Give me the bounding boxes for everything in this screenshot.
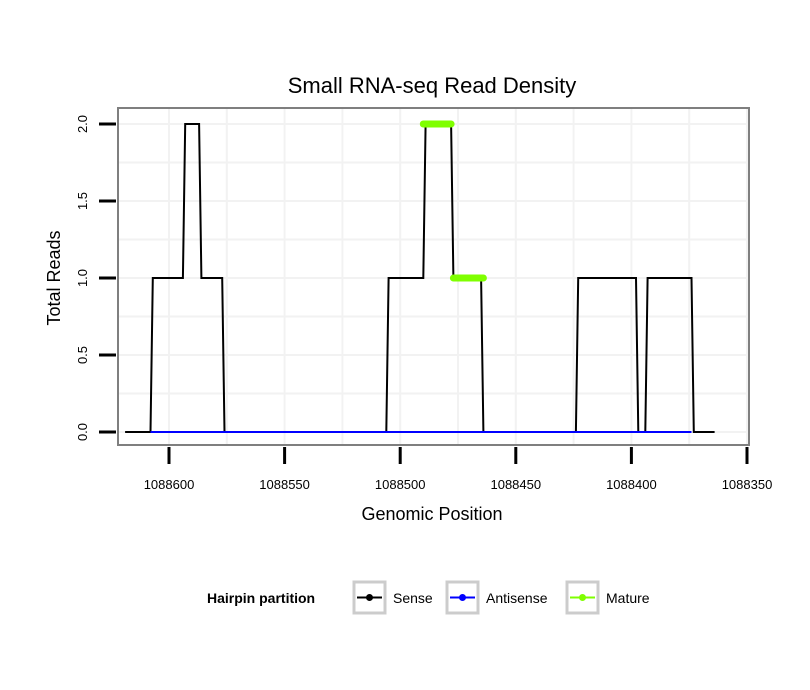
- x-tick-label: 1088400: [606, 477, 657, 492]
- panel-border: [117, 107, 750, 446]
- x-tick-label: 1088600: [144, 477, 195, 492]
- axes: 1088600 1088550 1088500 1088450 1088400 10883…: [75, 115, 772, 492]
- x-tick-label: 1088500: [375, 477, 426, 492]
- y-tick-label: 1.5: [75, 192, 90, 210]
- x-tick-label: 1088450: [490, 477, 541, 492]
- chart-title: Small RNA-seq Read Density: [288, 73, 577, 98]
- y-axis-title: Total Reads: [44, 230, 64, 325]
- x-tick-label: 1088350: [722, 477, 773, 492]
- x-axis-title: Genomic Position: [361, 504, 502, 524]
- legend-title: Hairpin partition: [207, 590, 315, 606]
- legend-label: Mature: [606, 590, 650, 606]
- grid: [118, 108, 749, 445]
- legend-key-point: [459, 594, 466, 601]
- legend-label: Antisense: [486, 590, 548, 606]
- x-tick-label: 1088550: [259, 477, 310, 492]
- legend-item-mature: Mature: [565, 580, 650, 615]
- legend: Hairpin partition Sense Antisense Mature: [207, 580, 650, 615]
- legend-item-sense: Sense: [352, 580, 433, 615]
- y-tick-label: 0.0: [75, 423, 90, 441]
- y-tick-label: 1.0: [75, 269, 90, 287]
- y-tick-label: 0.5: [75, 346, 90, 364]
- y-tick-label: 2.0: [75, 115, 90, 133]
- legend-key-point: [366, 594, 373, 601]
- legend-key-point: [579, 594, 586, 601]
- legend-item-antisense: Antisense: [445, 580, 548, 615]
- legend-label: Sense: [393, 590, 433, 606]
- series-sense-line: [125, 123, 715, 433]
- series-layer: [125, 120, 715, 433]
